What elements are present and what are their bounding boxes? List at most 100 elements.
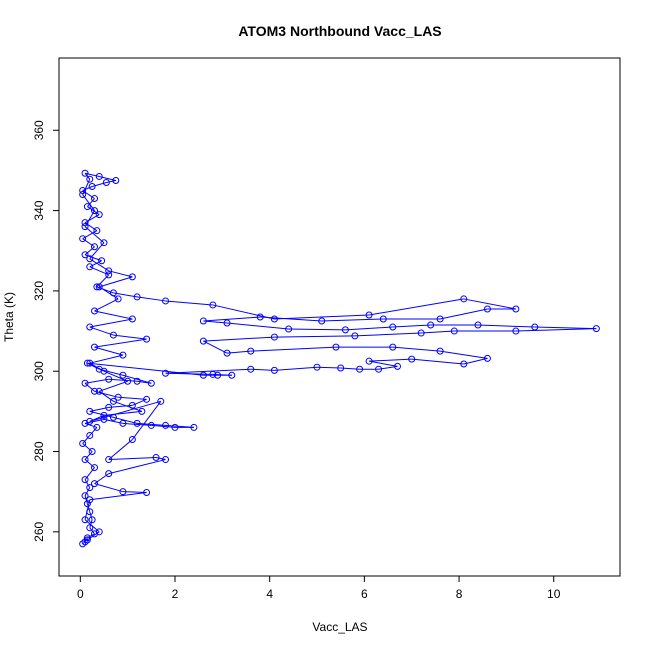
data-point bbox=[98, 257, 106, 265]
series-line-segment bbox=[165, 372, 213, 375]
data-point bbox=[100, 367, 108, 375]
data-point bbox=[147, 421, 155, 429]
data-point bbox=[88, 448, 96, 456]
data-point bbox=[199, 337, 207, 345]
series-line-segment bbox=[250, 368, 275, 371]
data-point bbox=[247, 365, 255, 373]
data-point bbox=[102, 178, 110, 186]
series-line-segment bbox=[98, 286, 119, 300]
data-point bbox=[105, 375, 113, 383]
series-line-segment bbox=[212, 304, 275, 320]
data-point bbox=[100, 411, 108, 419]
series-line-segment bbox=[122, 422, 152, 426]
data-point bbox=[93, 283, 101, 291]
series-line-segment bbox=[84, 246, 95, 256]
data-point bbox=[152, 454, 160, 462]
data-point bbox=[128, 273, 136, 281]
data-point bbox=[86, 323, 94, 331]
series-line-segment bbox=[274, 366, 318, 371]
series-line-segment bbox=[82, 541, 86, 545]
series-line-segment bbox=[354, 332, 422, 337]
data-point bbox=[143, 335, 151, 343]
data-point bbox=[270, 366, 278, 374]
data-point bbox=[81, 476, 89, 484]
data-point bbox=[223, 319, 231, 327]
series-line-segment bbox=[89, 326, 114, 336]
data-point bbox=[81, 251, 89, 259]
series-line-segment bbox=[113, 416, 138, 424]
series-line-segment bbox=[368, 360, 398, 367]
series-line-segment bbox=[82, 443, 93, 452]
data-point bbox=[81, 219, 89, 227]
data-point bbox=[417, 329, 425, 337]
data-point bbox=[199, 371, 207, 379]
data-point bbox=[119, 488, 127, 496]
data-point bbox=[81, 516, 89, 524]
series-line-segment bbox=[439, 308, 488, 320]
data-point bbox=[79, 187, 87, 195]
data-point bbox=[450, 327, 458, 335]
series-line-segment bbox=[89, 410, 114, 418]
data-point bbox=[81, 169, 89, 177]
series-line-segment bbox=[165, 300, 213, 306]
data-point bbox=[143, 488, 151, 496]
data-point bbox=[143, 395, 151, 403]
data-point bbox=[474, 321, 482, 329]
series-line-segment bbox=[203, 316, 261, 322]
series-line-segment bbox=[227, 350, 251, 354]
data-point bbox=[91, 243, 99, 251]
series-line-segment bbox=[94, 390, 119, 398]
data-point bbox=[91, 480, 99, 488]
y-tick-label: 340 bbox=[32, 200, 46, 220]
data-point bbox=[88, 516, 96, 524]
data-point bbox=[86, 407, 94, 415]
x-tick-label: 0 bbox=[77, 587, 84, 601]
data-point bbox=[337, 364, 345, 372]
data-point bbox=[270, 315, 278, 323]
data-point bbox=[162, 369, 170, 377]
series-line-segment bbox=[84, 382, 95, 392]
series-line-segment bbox=[515, 328, 597, 332]
series-line-segment bbox=[369, 358, 412, 362]
data-point bbox=[81, 379, 89, 387]
data-point bbox=[133, 293, 141, 301]
data-point bbox=[95, 172, 103, 180]
data-point bbox=[86, 359, 94, 367]
y-tick-label: 320 bbox=[32, 281, 46, 301]
series-line-segment bbox=[203, 336, 275, 342]
lines-layer bbox=[82, 172, 597, 545]
data-point bbox=[119, 371, 127, 379]
data-point bbox=[91, 464, 99, 472]
data-point bbox=[105, 271, 113, 279]
data-point bbox=[389, 323, 397, 331]
series-line-segment bbox=[316, 366, 341, 369]
data-point bbox=[512, 305, 520, 313]
data-point bbox=[100, 239, 108, 247]
data-point bbox=[351, 332, 359, 340]
data-point bbox=[228, 371, 236, 379]
data-point bbox=[93, 227, 101, 235]
data-point bbox=[86, 496, 94, 504]
series-line-segment bbox=[87, 362, 100, 370]
series-line-segment bbox=[203, 340, 228, 354]
chart-title: ATOM3 Northbound Vacc_LAS bbox=[238, 23, 441, 39]
data-point bbox=[408, 355, 416, 363]
series-line-segment bbox=[87, 198, 95, 207]
y-axis: 260 280 300 320 340 360 bbox=[32, 120, 60, 542]
points-layer bbox=[79, 169, 600, 548]
data-point bbox=[162, 456, 170, 464]
series-line-segment bbox=[113, 400, 143, 412]
data-point bbox=[109, 289, 117, 297]
series-line-segment bbox=[84, 537, 88, 543]
series-line-segment bbox=[108, 270, 133, 278]
y-tick-label: 300 bbox=[32, 361, 46, 381]
data-point bbox=[436, 347, 444, 355]
series-line-segment bbox=[89, 318, 133, 328]
series-line-segment bbox=[89, 258, 109, 272]
series-line-segment bbox=[84, 378, 109, 384]
x-tick-label: 10 bbox=[547, 587, 561, 601]
series-line-segment bbox=[94, 346, 124, 356]
data-point bbox=[483, 354, 491, 362]
x-tick-label: 6 bbox=[361, 587, 368, 601]
